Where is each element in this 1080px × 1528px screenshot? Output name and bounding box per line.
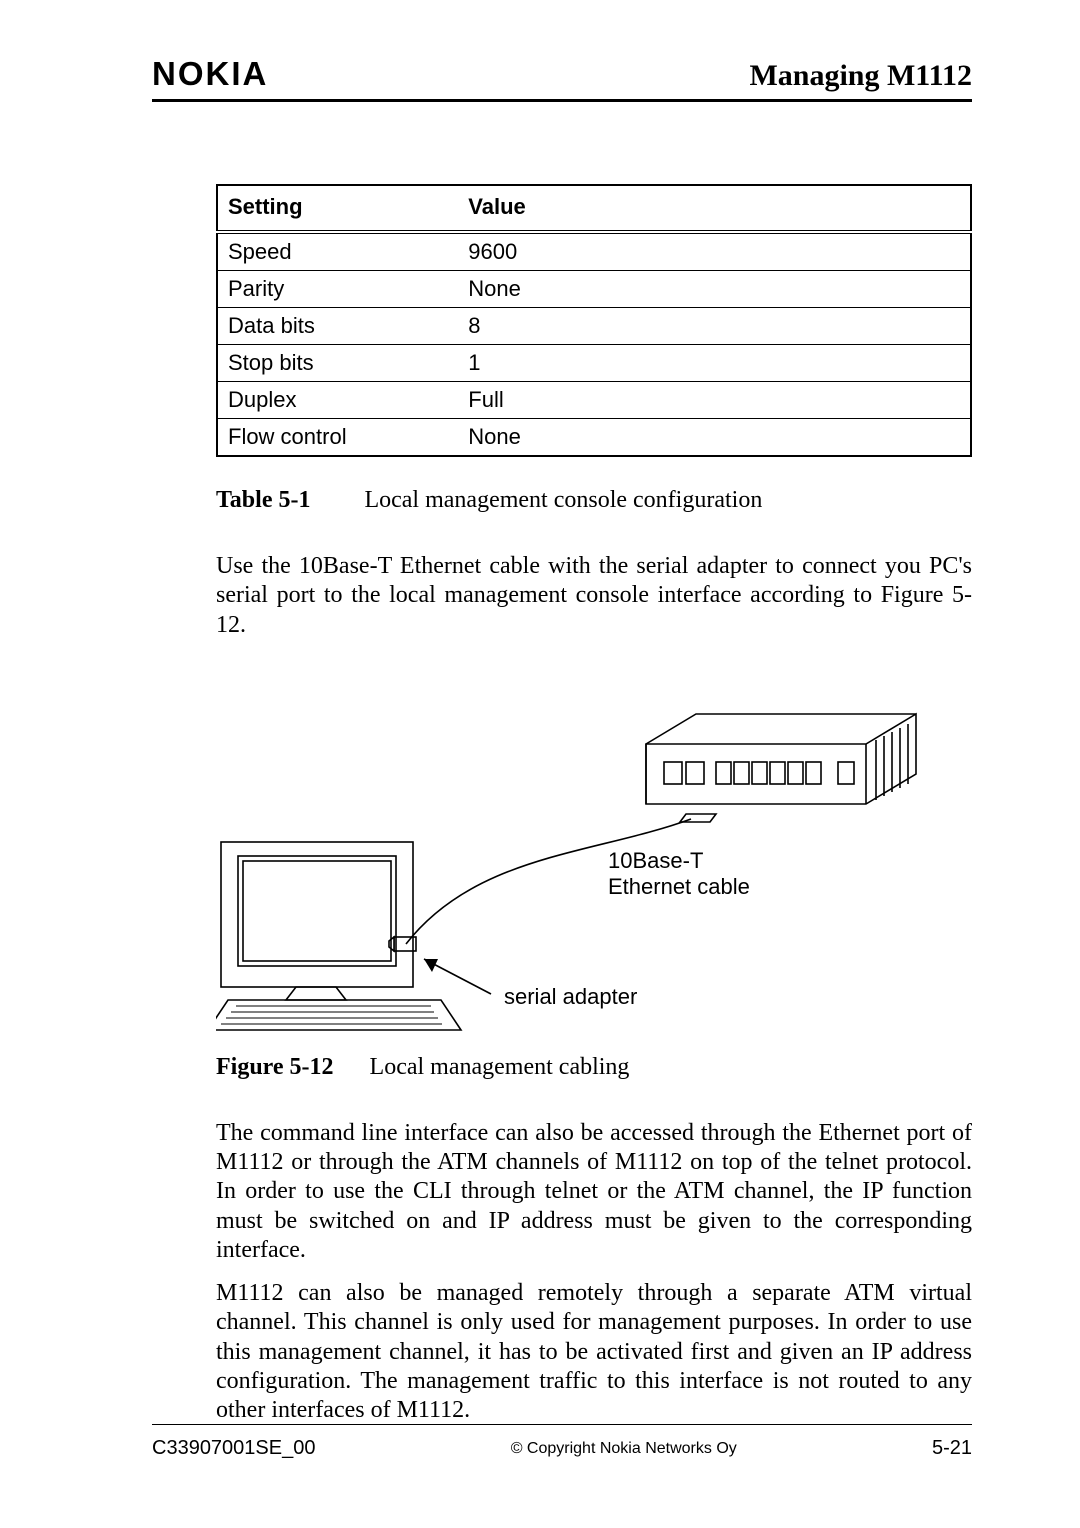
table-caption: Table 5-1 Local management console confi… bbox=[216, 487, 972, 514]
table-row: Speed 9600 bbox=[217, 232, 971, 271]
cell: 9600 bbox=[458, 232, 971, 271]
figure-label-adapter: serial adapter bbox=[504, 984, 637, 1010]
figure-svg bbox=[216, 674, 972, 1036]
cell: Flow control bbox=[217, 419, 458, 457]
page: NOKIA Managing M1112 Setting Value Speed… bbox=[0, 0, 1080, 1528]
figure-caption-text: Local management cabling bbox=[370, 1054, 630, 1080]
figure-caption-label: Figure 5-12 bbox=[216, 1054, 364, 1080]
table-row: Flow control None bbox=[217, 419, 971, 457]
paragraph-2: The command line interface can also be a… bbox=[216, 1119, 972, 1265]
footer-copyright: © Copyright Nokia Networks Oy bbox=[511, 1440, 737, 1458]
settings-table: Setting Value Speed 9600 Parity None Dat… bbox=[216, 184, 972, 457]
table-row: Parity None bbox=[217, 271, 971, 308]
figure-label-cable: 10Base-T Ethernet cable bbox=[608, 848, 750, 900]
cell: None bbox=[458, 271, 971, 308]
footer-doc-id: C33907001SE_00 bbox=[152, 1437, 315, 1460]
cell: 8 bbox=[458, 308, 971, 345]
device-icon bbox=[646, 714, 916, 822]
cell: Stop bits bbox=[217, 345, 458, 382]
cell: Duplex bbox=[217, 382, 458, 419]
page-header: NOKIA Managing M1112 bbox=[152, 55, 972, 102]
document-title: Managing M1112 bbox=[749, 59, 972, 93]
pc-icon bbox=[216, 842, 461, 1030]
cell: Full bbox=[458, 382, 971, 419]
col-value: Value bbox=[458, 185, 971, 232]
paragraph-3: M1112 can also be managed remotely throu… bbox=[216, 1279, 972, 1425]
table-caption-text: Local management console configuration bbox=[364, 487, 762, 513]
nokia-logo: NOKIA bbox=[152, 55, 268, 93]
cell: None bbox=[458, 419, 971, 457]
cell: Parity bbox=[217, 271, 458, 308]
arrow-icon bbox=[424, 959, 491, 994]
table-row: Stop bits 1 bbox=[217, 345, 971, 382]
figure-5-12: 10Base-T Ethernet cable serial adapter bbox=[216, 674, 972, 1036]
col-setting: Setting bbox=[217, 185, 458, 232]
table-row: Data bits 8 bbox=[217, 308, 971, 345]
page-footer: C33907001SE_00 © Copyright Nokia Network… bbox=[152, 1424, 972, 1460]
figure-caption: Figure 5-12 Local management cabling bbox=[216, 1054, 972, 1081]
table-row: Duplex Full bbox=[217, 382, 971, 419]
cell: 1 bbox=[458, 345, 971, 382]
table-header-row: Setting Value bbox=[217, 185, 971, 232]
paragraph-1: Use the 10Base-T Ethernet cable with the… bbox=[216, 552, 972, 640]
cell: Speed bbox=[217, 232, 458, 271]
table-caption-label: Table 5-1 bbox=[216, 487, 358, 513]
content-area: Setting Value Speed 9600 Parity None Dat… bbox=[216, 184, 972, 1425]
cell: Data bits bbox=[217, 308, 458, 345]
footer-page-number: 5-21 bbox=[932, 1437, 972, 1460]
